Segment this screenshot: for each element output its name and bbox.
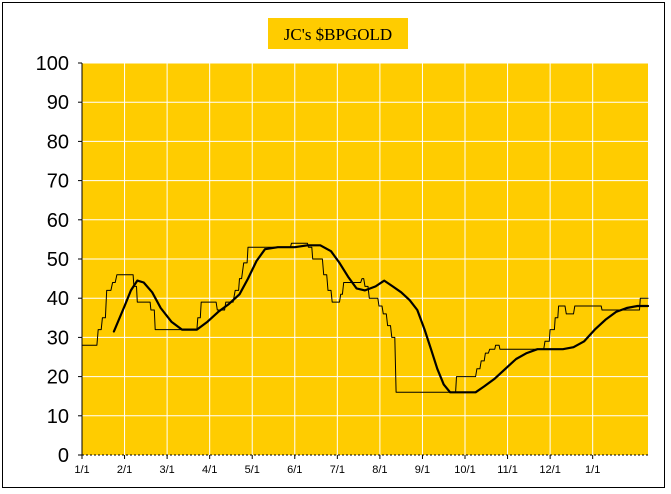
axes <box>78 62 648 459</box>
x-tick-label: 7/1 <box>330 464 345 476</box>
x-tick-label: 1/1 <box>585 464 600 476</box>
y-tick-label: 40 <box>47 288 69 310</box>
y-tick-label: 10 <box>47 406 69 428</box>
y-tick-label: 30 <box>47 327 69 349</box>
x-tick-label: 8/1 <box>372 464 387 476</box>
x-tick-label: 10/1 <box>454 464 475 476</box>
x-tick-label: 4/1 <box>202 464 217 476</box>
x-tick-label: 1/1 <box>74 464 89 476</box>
chart-frame: JC's $BPGOLD 0 10 20 30 40 50 60 70 80 90 100 1/1 2… <box>2 2 665 488</box>
chart-title-group: JC's $BPGOLD <box>268 18 408 49</box>
y-tick-label: 20 <box>47 367 69 389</box>
x-tick-label: 11/1 <box>497 464 518 476</box>
y-tick-label: 90 <box>47 92 69 114</box>
y-tick-label: 70 <box>47 171 69 193</box>
chart-title: JC's $BPGOLD <box>284 25 392 44</box>
y-tick-label: 60 <box>47 210 69 232</box>
y-tick-label: 0 <box>58 445 69 467</box>
chart-title-box <box>268 18 408 49</box>
y-tick-label: 100 <box>36 53 69 75</box>
y-tick-label: 80 <box>47 131 69 153</box>
x-axis-tick-labels: 1/1 2/1 3/1 4/1 5/1 6/1 7/1 8/1 9/1 10/1 11/1 12/1 1… <box>74 464 600 476</box>
grid-lines <box>82 62 648 455</box>
x-tick-label: 6/1 <box>287 464 302 476</box>
y-axis-tick-labels: 0 10 20 30 40 50 60 70 80 90 100 <box>36 53 69 467</box>
x-tick-label: 3/1 <box>159 464 174 476</box>
x-tick-label: 12/1 <box>539 464 560 476</box>
x-tick-label: 5/1 <box>245 464 260 476</box>
chart-canvas: JC's $BPGOLD 0 10 20 30 40 50 60 70 80 90 100 1/1 2… <box>36 18 650 476</box>
x-tick-label: 2/1 <box>117 464 132 476</box>
y-tick-label: 50 <box>47 249 69 271</box>
smoothed-series-line <box>112 244 650 394</box>
x-tick-label: 9/1 <box>415 464 430 476</box>
series-lines <box>81 242 650 394</box>
